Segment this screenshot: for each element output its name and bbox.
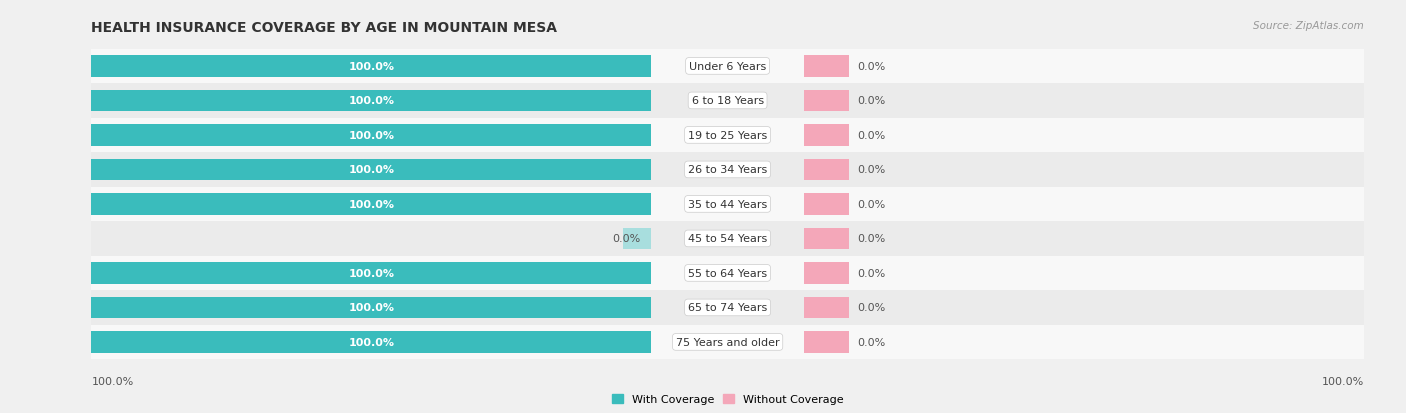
Text: 0.0%: 0.0% — [858, 131, 886, 140]
Bar — [91, 84, 651, 119]
Bar — [804, 194, 849, 215]
Bar — [623, 228, 651, 249]
Bar — [91, 56, 651, 78]
Text: 100.0%: 100.0% — [1322, 376, 1364, 386]
Bar — [804, 297, 849, 318]
Text: 0.0%: 0.0% — [858, 96, 886, 106]
Bar — [91, 194, 651, 215]
Bar — [91, 119, 651, 153]
Text: 0.0%: 0.0% — [858, 62, 886, 72]
Text: 19 to 25 Years: 19 to 25 Years — [688, 131, 768, 140]
Bar — [651, 153, 804, 187]
Bar — [91, 125, 651, 146]
Bar — [91, 297, 651, 318]
Text: 35 to 44 Years: 35 to 44 Years — [688, 199, 768, 209]
Bar — [91, 325, 651, 359]
Text: 0.0%: 0.0% — [858, 165, 886, 175]
Text: 75 Years and older: 75 Years and older — [676, 337, 779, 347]
Bar — [651, 325, 804, 359]
Bar — [91, 290, 651, 325]
Bar — [804, 187, 1364, 222]
Bar — [804, 50, 1364, 84]
Bar — [91, 187, 651, 222]
Text: Source: ZipAtlas.com: Source: ZipAtlas.com — [1253, 21, 1364, 31]
Bar — [91, 50, 651, 84]
Bar — [804, 56, 849, 78]
Text: 100.0%: 100.0% — [91, 376, 134, 386]
Text: 100.0%: 100.0% — [349, 303, 394, 313]
Text: 100.0%: 100.0% — [349, 268, 394, 278]
Bar — [651, 256, 804, 290]
Text: 55 to 64 Years: 55 to 64 Years — [688, 268, 768, 278]
Text: 65 to 74 Years: 65 to 74 Years — [688, 303, 768, 313]
Bar — [651, 290, 804, 325]
Text: 100.0%: 100.0% — [349, 96, 394, 106]
Bar — [91, 159, 651, 181]
Text: 100.0%: 100.0% — [349, 165, 394, 175]
Bar — [804, 256, 1364, 290]
Bar — [804, 290, 1364, 325]
Legend: With Coverage, Without Coverage: With Coverage, Without Coverage — [607, 389, 848, 409]
Text: 100.0%: 100.0% — [349, 199, 394, 209]
Text: 0.0%: 0.0% — [858, 234, 886, 244]
Bar — [651, 222, 804, 256]
Text: 26 to 34 Years: 26 to 34 Years — [688, 165, 768, 175]
Bar — [651, 187, 804, 222]
Text: 0.0%: 0.0% — [858, 303, 886, 313]
Bar — [804, 263, 849, 284]
Text: 0.0%: 0.0% — [858, 199, 886, 209]
Bar — [651, 119, 804, 153]
Bar — [804, 325, 1364, 359]
Bar — [804, 331, 849, 353]
Bar — [91, 256, 651, 290]
Bar — [91, 331, 651, 353]
Bar — [91, 90, 651, 112]
Text: 0.0%: 0.0% — [858, 268, 886, 278]
Bar — [804, 222, 1364, 256]
Text: 100.0%: 100.0% — [349, 337, 394, 347]
Bar — [804, 159, 849, 181]
Bar — [804, 228, 849, 249]
Bar — [804, 153, 1364, 187]
Text: 6 to 18 Years: 6 to 18 Years — [692, 96, 763, 106]
Bar — [804, 84, 1364, 119]
Text: 45 to 54 Years: 45 to 54 Years — [688, 234, 768, 244]
Bar — [91, 222, 651, 256]
Text: 100.0%: 100.0% — [349, 62, 394, 72]
Bar — [651, 50, 804, 84]
Bar — [651, 84, 804, 119]
Bar — [91, 263, 651, 284]
Text: HEALTH INSURANCE COVERAGE BY AGE IN MOUNTAIN MESA: HEALTH INSURANCE COVERAGE BY AGE IN MOUN… — [91, 21, 557, 35]
Bar — [804, 125, 849, 146]
Text: 0.0%: 0.0% — [858, 337, 886, 347]
Bar — [804, 119, 1364, 153]
Bar — [91, 153, 651, 187]
Text: 100.0%: 100.0% — [349, 131, 394, 140]
Bar — [804, 90, 849, 112]
Text: 0.0%: 0.0% — [612, 234, 640, 244]
Text: Under 6 Years: Under 6 Years — [689, 62, 766, 72]
